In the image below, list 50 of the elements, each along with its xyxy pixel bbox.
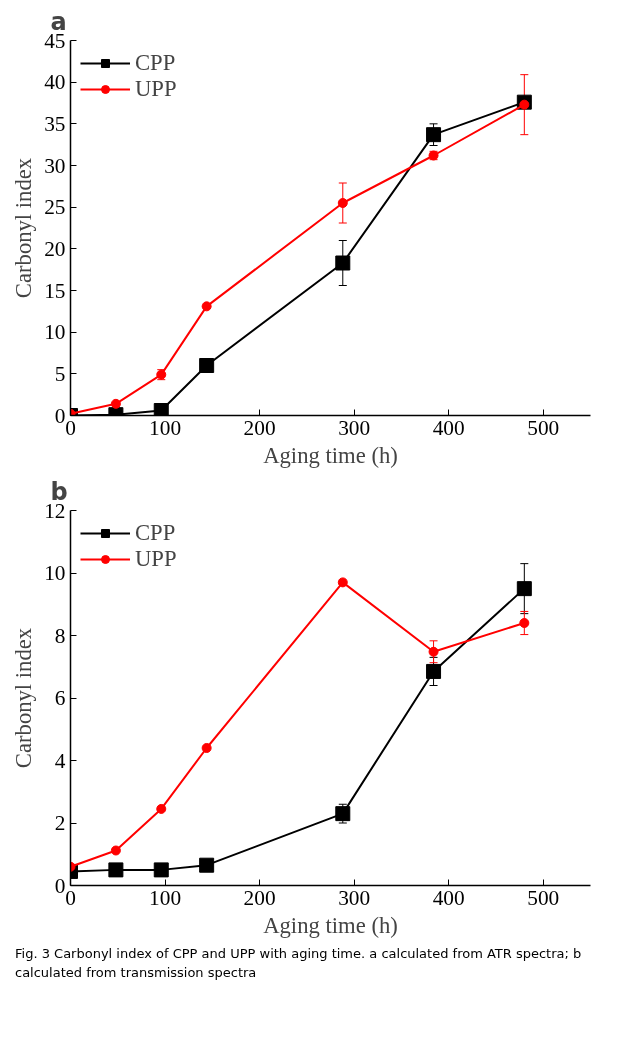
x-tick-label: 500: [527, 415, 560, 440]
y-tick-label: 4: [54, 748, 66, 773]
point: [110, 398, 121, 409]
point: [153, 403, 169, 416]
point: [153, 862, 169, 878]
point: [108, 862, 124, 878]
x-axis-title: Aging time (h): [263, 442, 398, 468]
point: [337, 577, 348, 588]
point: [428, 646, 439, 657]
legend-label: UPP: [135, 546, 177, 572]
x-tick-label: 400: [432, 415, 465, 440]
point: [110, 845, 121, 856]
y-tick-label: 25: [44, 195, 66, 220]
y-tick-label: 8: [54, 623, 66, 648]
y-tick-label: 40: [44, 70, 66, 95]
legend-label: CPP: [135, 50, 176, 76]
legend-label: UPP: [135, 76, 177, 102]
point: [337, 198, 348, 208]
point: [199, 358, 215, 373]
point: [201, 743, 212, 753]
x-tick-label: 200: [243, 885, 276, 910]
y-tick-label: 10: [44, 320, 66, 345]
y-axis-title: Carbonyl index: [11, 157, 37, 299]
x-tick-label: 100: [149, 885, 182, 910]
x-tick-label: 200: [243, 415, 276, 440]
legend-label: CPP: [135, 520, 176, 546]
y-tick-label: 35: [44, 111, 66, 136]
point: [199, 857, 215, 873]
y-tick-label: 30: [44, 153, 66, 178]
y-tick-label: 10: [44, 561, 66, 585]
y-tick-label: 2: [54, 811, 66, 835]
x-tick-label: 400: [432, 885, 465, 910]
point: [156, 803, 167, 814]
y-tick-label: 5: [54, 361, 66, 386]
point: [426, 663, 442, 679]
y-tick-label: 15: [44, 278, 66, 303]
y-tick-label: 20: [44, 236, 66, 261]
point: [201, 301, 212, 312]
x-tick-label: 100: [149, 415, 182, 440]
point: [519, 618, 530, 628]
x-axis-title: Aging time (h): [263, 912, 398, 938]
point: [516, 581, 532, 597]
caption: Fig. 3 Carbonyl index of CPP and UPP with aging time. a calculated from ATR spectra; b calculated from transmission spectra: [15, 945, 583, 982]
point: [335, 255, 351, 271]
point: [426, 127, 442, 143]
y-axis-title: Carbonyl index: [11, 627, 37, 769]
x-tick-label: 500: [527, 885, 560, 910]
x-tick-label: 300: [338, 415, 371, 440]
y-tick-label: 6: [54, 686, 66, 710]
x-tick-label: 300: [338, 885, 371, 910]
